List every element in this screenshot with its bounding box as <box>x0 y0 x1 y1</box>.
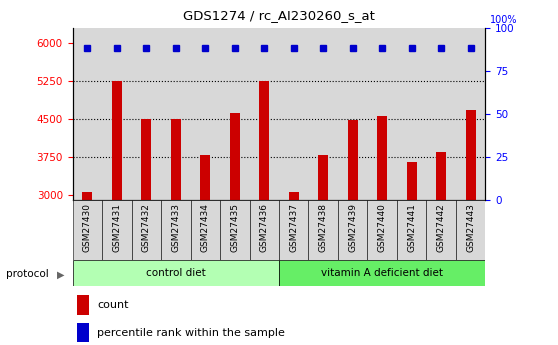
Bar <box>397 200 426 260</box>
Bar <box>259 81 270 345</box>
Text: GSM27439: GSM27439 <box>348 203 357 252</box>
Bar <box>132 200 161 260</box>
Bar <box>112 81 122 345</box>
Text: percentile rank within the sample: percentile rank within the sample <box>97 328 285 337</box>
Bar <box>368 200 397 260</box>
Text: GSM27443: GSM27443 <box>466 203 475 252</box>
Bar <box>377 116 387 345</box>
Text: GSM27436: GSM27436 <box>260 203 269 252</box>
Bar <box>456 200 485 260</box>
Bar <box>76 323 89 342</box>
Text: GDS1274 / rc_AI230260_s_at: GDS1274 / rc_AI230260_s_at <box>183 9 375 22</box>
Text: GSM27438: GSM27438 <box>319 203 328 252</box>
Bar <box>338 28 368 200</box>
Bar <box>73 28 102 200</box>
Bar <box>141 119 151 345</box>
Bar <box>279 28 309 200</box>
Bar <box>407 161 417 345</box>
Bar <box>132 28 161 200</box>
Bar <box>76 295 89 315</box>
Text: GSM27432: GSM27432 <box>142 203 151 252</box>
Text: 100%: 100% <box>489 15 517 25</box>
Bar <box>73 200 102 260</box>
Text: ▶: ▶ <box>57 269 64 279</box>
Bar <box>368 28 397 200</box>
Bar <box>338 200 368 260</box>
Bar <box>161 28 190 200</box>
Bar <box>436 152 446 345</box>
Bar <box>102 200 132 260</box>
Text: GSM27430: GSM27430 <box>83 203 92 252</box>
Bar <box>102 28 132 200</box>
Bar <box>456 28 485 200</box>
Bar <box>190 28 220 200</box>
Bar <box>73 260 279 286</box>
Bar <box>161 200 190 260</box>
Text: GSM27435: GSM27435 <box>230 203 239 252</box>
Bar <box>309 28 338 200</box>
Bar <box>279 200 309 260</box>
Text: GSM27433: GSM27433 <box>171 203 180 252</box>
Bar <box>220 200 249 260</box>
Bar <box>288 192 299 345</box>
Text: GSM27437: GSM27437 <box>289 203 298 252</box>
Bar <box>249 28 279 200</box>
Text: GSM27434: GSM27434 <box>201 203 210 252</box>
Bar <box>171 119 181 345</box>
Bar <box>229 113 240 345</box>
Bar <box>348 120 358 345</box>
Text: count: count <box>97 300 129 310</box>
Bar <box>426 200 456 260</box>
Text: GSM27431: GSM27431 <box>112 203 121 252</box>
Bar <box>220 28 249 200</box>
Bar <box>249 200 279 260</box>
Bar <box>426 28 456 200</box>
Text: GSM27442: GSM27442 <box>437 203 446 252</box>
Text: vitamin A deficient diet: vitamin A deficient diet <box>321 268 443 278</box>
Bar <box>318 156 329 345</box>
Text: GSM27440: GSM27440 <box>378 203 387 252</box>
Text: GSM27441: GSM27441 <box>407 203 416 252</box>
Text: protocol: protocol <box>6 269 49 279</box>
Bar <box>309 200 338 260</box>
Text: control diet: control diet <box>146 268 206 278</box>
Bar <box>82 192 93 345</box>
Bar <box>190 200 220 260</box>
Bar <box>279 260 485 286</box>
Bar <box>465 110 476 345</box>
Bar <box>397 28 426 200</box>
Bar <box>200 156 210 345</box>
